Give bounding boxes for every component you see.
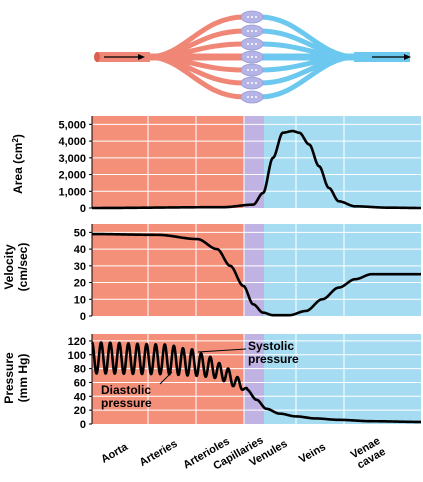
capillary-dot — [251, 43, 253, 45]
y-tick-label: 4,000 — [58, 136, 86, 148]
capillary-dot — [251, 96, 253, 98]
systolic-annotation: Systolic pressure — [248, 339, 299, 366]
diastolic-pointer — [159, 371, 173, 385]
capillary-dot — [247, 16, 249, 18]
capillary-dot — [255, 96, 257, 98]
arterial-zone — [92, 224, 244, 316]
y-tick-label: 40 — [74, 244, 86, 256]
y-tick-label: 2,000 — [58, 170, 86, 182]
capillary-dot — [247, 43, 249, 45]
capillary-dot — [255, 82, 257, 84]
y-tick-label: 0 — [80, 419, 86, 431]
y-tick-label: 100 — [68, 350, 86, 362]
capillary-dot — [247, 96, 249, 98]
velocity-panel: 0 10 20 30 40 50 — [74, 224, 422, 323]
pressure-ylabel: Pressure(mm Hg) — [2, 352, 30, 404]
velocity-curve — [91, 232, 422, 317]
venule-branch — [259, 54, 357, 100]
y-tick-label: 120 — [68, 336, 86, 348]
arterial-zone — [92, 116, 244, 208]
y-tick-label: 30 — [74, 261, 86, 273]
capillary-dot — [255, 16, 257, 18]
capillary-dot — [255, 56, 257, 58]
arrow-head-icon — [138, 54, 145, 60]
capillary-dot — [247, 56, 249, 58]
y-tick-label: 60 — [74, 377, 86, 389]
capillary-dot — [247, 82, 249, 84]
y-tick-label: 3,000 — [58, 153, 86, 165]
y-tick-label: 0 — [80, 203, 86, 215]
y-tick-label: 40 — [74, 391, 86, 403]
capillary-zone — [244, 116, 264, 208]
capillary-dot — [255, 43, 257, 45]
capillary-dot — [255, 69, 257, 71]
y-tick-label: 50 — [74, 227, 86, 239]
area-panel: 0 1,000 2,000 3,000 4,000 5,000 — [58, 116, 422, 215]
capillary-dot — [251, 82, 253, 84]
segment-label: Aorta — [99, 441, 131, 466]
velocity-ylabel: Velocity(cm/sec) — [2, 243, 30, 292]
capillary-dot — [247, 30, 249, 32]
aorta-opening — [94, 52, 100, 62]
capillary-dot — [255, 30, 257, 32]
capillary-zone — [244, 224, 264, 316]
segment-label: Venaecavae — [349, 435, 389, 472]
area-curve — [91, 129, 422, 210]
y-tick-label: 0 — [80, 311, 86, 323]
arteriole-branch — [147, 54, 245, 100]
systolic-pointer — [197, 348, 247, 353]
y-tick-label: 1,000 — [58, 186, 86, 198]
y-tick-label: 10 — [74, 294, 86, 306]
diastolic-annotation: Diastolic pressure — [101, 383, 152, 410]
segment-label: Veins — [297, 441, 328, 466]
y-tick-label: 80 — [74, 364, 86, 376]
venous-zone — [264, 334, 421, 424]
segment-labels: Aorta Arteries ArteriolesCapillariesVenule… — [99, 434, 388, 472]
arrow-head-icon — [404, 54, 411, 60]
segment-label: Arteries — [137, 438, 179, 469]
y-tick-label: 20 — [74, 278, 86, 290]
area-ylabel: Area (cm2) — [11, 134, 25, 194]
pressure-curve — [90, 341, 422, 424]
capillary-dot — [251, 30, 253, 32]
capillary-dot — [251, 16, 253, 18]
capillary-dot — [251, 56, 253, 58]
y-tick-label: 5,000 — [58, 119, 86, 131]
capillary-dot — [251, 69, 253, 71]
venous-zone — [264, 224, 421, 316]
vessel-schematic — [94, 10, 411, 104]
y-tick-label: 20 — [74, 405, 86, 417]
capillary-dot — [247, 69, 249, 71]
venous-zone — [264, 116, 421, 208]
